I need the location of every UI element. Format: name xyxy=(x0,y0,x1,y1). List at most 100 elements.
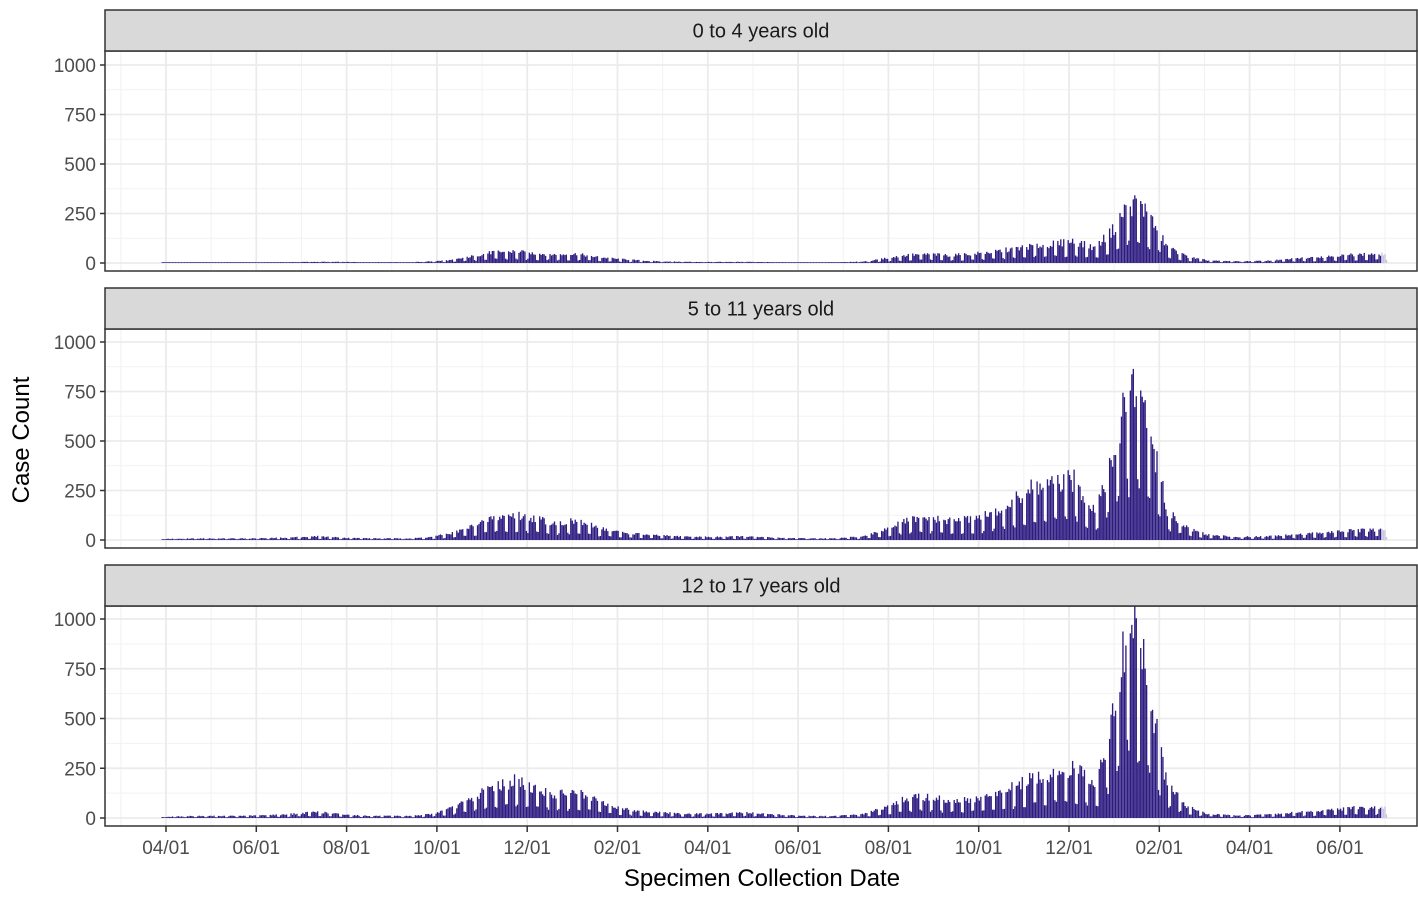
bar xyxy=(653,812,655,818)
bar xyxy=(291,814,294,818)
bar xyxy=(981,810,983,818)
bar xyxy=(817,262,819,263)
bar xyxy=(265,262,267,263)
x-tick-label: 12/01 xyxy=(1045,838,1093,859)
bar xyxy=(484,259,486,263)
bar xyxy=(328,538,331,540)
bar xyxy=(1100,759,1102,818)
bar xyxy=(380,262,382,263)
bar xyxy=(1008,506,1010,540)
bar xyxy=(330,816,332,818)
bar xyxy=(1071,491,1074,540)
bar xyxy=(718,814,720,818)
bar xyxy=(450,807,452,818)
bar xyxy=(1116,249,1118,263)
bar xyxy=(516,804,519,818)
bar xyxy=(824,815,827,818)
bar xyxy=(1156,719,1158,818)
bar xyxy=(784,539,787,540)
bar xyxy=(724,262,726,263)
bar xyxy=(657,261,659,263)
bar xyxy=(352,261,354,263)
bar xyxy=(661,816,664,818)
y-tick-label: 250 xyxy=(64,482,96,503)
bar xyxy=(904,523,907,540)
bar xyxy=(1063,772,1065,818)
bar xyxy=(438,812,440,818)
x-tick-label: 10/01 xyxy=(413,838,461,859)
bar xyxy=(1111,703,1114,818)
bar xyxy=(1270,260,1272,263)
bar xyxy=(644,261,646,263)
bar xyxy=(392,262,394,263)
bar xyxy=(780,815,782,818)
bar xyxy=(876,259,878,263)
bar xyxy=(1246,260,1248,263)
bar xyxy=(781,262,784,263)
bar xyxy=(761,813,763,818)
bar xyxy=(429,261,431,263)
bar xyxy=(836,262,838,263)
bar xyxy=(636,810,639,818)
bar xyxy=(1359,253,1361,263)
bar xyxy=(728,261,730,263)
bar xyxy=(778,537,781,540)
bar xyxy=(534,522,536,540)
bar xyxy=(592,796,594,818)
bar xyxy=(762,537,764,540)
bar xyxy=(613,530,615,540)
bar xyxy=(664,812,667,818)
bar xyxy=(1125,205,1127,263)
bar xyxy=(784,816,787,818)
bar xyxy=(333,537,335,540)
bar xyxy=(823,262,825,263)
bar xyxy=(694,536,696,540)
bar xyxy=(1378,529,1380,540)
bar xyxy=(950,811,952,818)
bar xyxy=(767,813,769,818)
bar xyxy=(1208,534,1210,540)
bar xyxy=(806,539,809,540)
bar xyxy=(1385,536,1388,540)
bar xyxy=(1360,528,1362,540)
bar xyxy=(429,536,431,540)
bar xyxy=(891,805,893,818)
bar xyxy=(934,253,936,263)
bar xyxy=(291,537,294,540)
bar xyxy=(632,811,634,818)
bar xyxy=(787,815,790,818)
bar xyxy=(282,538,285,540)
bar xyxy=(296,536,298,540)
bar xyxy=(312,261,314,263)
bar xyxy=(192,262,194,263)
bar xyxy=(709,537,711,540)
bar xyxy=(989,512,991,540)
bar xyxy=(1336,530,1339,540)
bar xyxy=(645,811,647,818)
bar xyxy=(805,817,807,818)
bar xyxy=(846,262,849,263)
bar xyxy=(858,538,861,540)
bar xyxy=(999,790,1001,818)
bar xyxy=(703,262,705,263)
bar xyxy=(1277,813,1280,818)
bar xyxy=(909,810,911,818)
bar xyxy=(213,262,215,263)
bar xyxy=(1350,809,1352,818)
bar xyxy=(673,812,676,818)
bar xyxy=(725,261,727,263)
bar xyxy=(1252,538,1254,540)
bar xyxy=(949,256,951,263)
bar xyxy=(1197,531,1200,540)
bar xyxy=(1106,254,1108,263)
bar xyxy=(977,251,979,263)
bar xyxy=(1369,807,1371,818)
bar xyxy=(550,794,553,818)
bar xyxy=(576,521,578,540)
bar xyxy=(1291,811,1293,818)
bar xyxy=(1310,533,1312,540)
bar xyxy=(1069,775,1071,818)
bar xyxy=(185,262,187,263)
bar xyxy=(392,817,394,818)
bar xyxy=(1034,802,1037,818)
